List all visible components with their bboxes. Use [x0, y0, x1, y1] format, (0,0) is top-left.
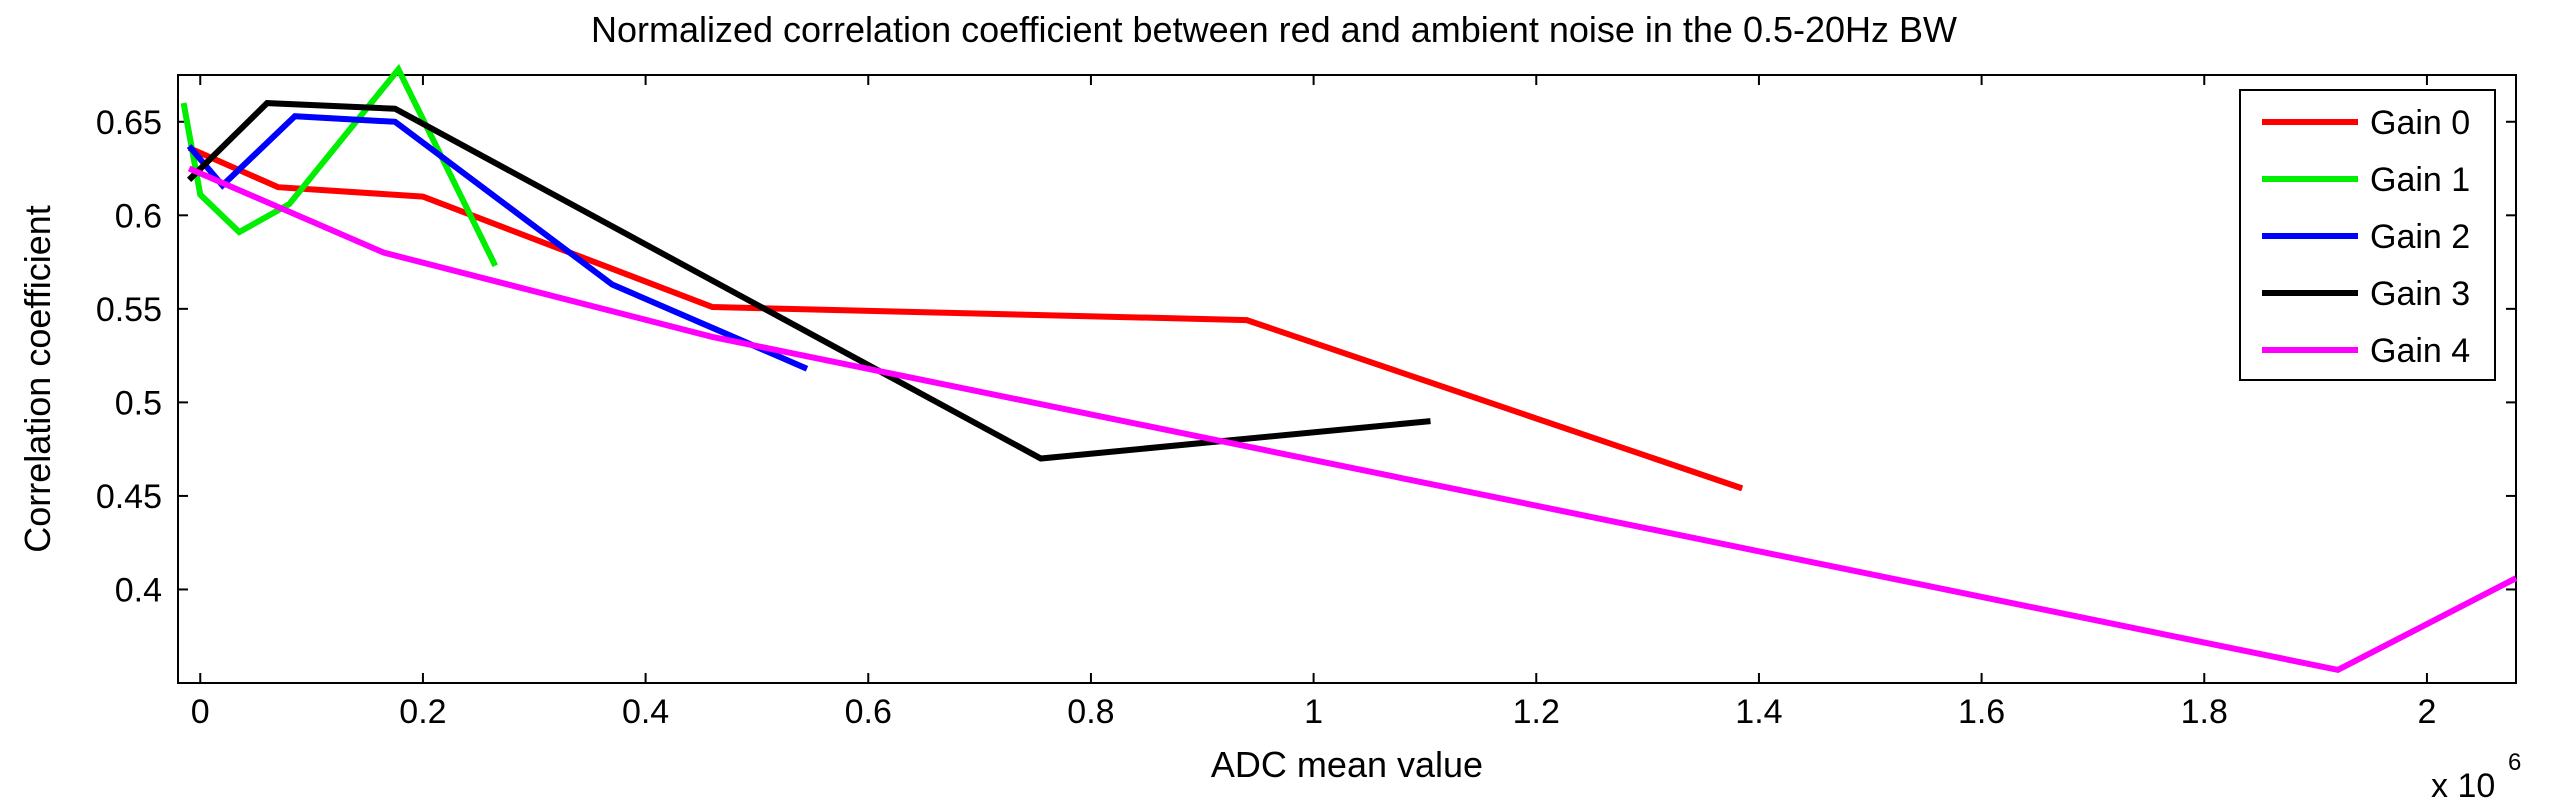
- x-tick-label: 1.8: [2181, 693, 2228, 731]
- x-tick-label: 0.6: [845, 693, 892, 731]
- x-tick-label: 1.6: [1958, 693, 2005, 731]
- series-line-gain-1: [180, 63, 498, 268]
- plot-area: [177, 74, 2517, 684]
- x-tick-label: 0.4: [622, 693, 669, 731]
- x-multiplier-exponent: 6: [2508, 749, 2521, 776]
- y-tick-label: 0.55: [96, 291, 162, 329]
- x-tick-label: 1.4: [1735, 693, 1782, 731]
- y-axis: 0.4 0.45 0.5 0.55 0.6 0.65: [96, 104, 2516, 609]
- legend-label-gain-2: Gain 2: [2370, 218, 2470, 256]
- chart-title: Normalized correlation coefficient betwe…: [591, 9, 1957, 50]
- y-tick-label: 0.4: [115, 571, 162, 609]
- series-line-gain-4: [187, 165, 2518, 674]
- y-tick-label: 0.5: [115, 384, 162, 422]
- x-tick-label: 1.2: [1513, 693, 1560, 731]
- x-axis-label: ADC mean value: [1211, 744, 1483, 785]
- legend-label-gain-0: Gain 0: [2370, 104, 2470, 142]
- x-axis: 0 0.2 0.4 0.6 0.8 1 1.2 1.4 1.6 1.8 2: [191, 75, 2436, 731]
- series-line-gain-3: [186, 100, 1431, 462]
- x-tick-label: 2: [2417, 693, 2436, 731]
- x-tick-label: 0.2: [399, 693, 446, 731]
- series-layer: [180, 63, 2518, 674]
- legend: Gain 0 Gain 1 Gain 2 Gain 3 Gain 4: [2239, 89, 2496, 381]
- legend-label-gain-4: Gain 4: [2370, 332, 2470, 370]
- x-tick-label: 1: [1304, 693, 1323, 731]
- y-tick-label: 0.6: [115, 197, 162, 235]
- y-axis-label: Correlation coefficient: [17, 205, 58, 553]
- x-tick-label: 0: [191, 693, 210, 731]
- x-multiplier-base: x 10: [2431, 767, 2495, 803]
- legend-label-gain-1: Gain 1: [2370, 161, 2470, 199]
- y-tick-label: 0.45: [96, 478, 162, 516]
- x-tick-label: 0.8: [1067, 693, 1114, 731]
- legend-label-gain-3: Gain 3: [2370, 275, 2470, 313]
- y-tick-label: 0.65: [96, 104, 162, 142]
